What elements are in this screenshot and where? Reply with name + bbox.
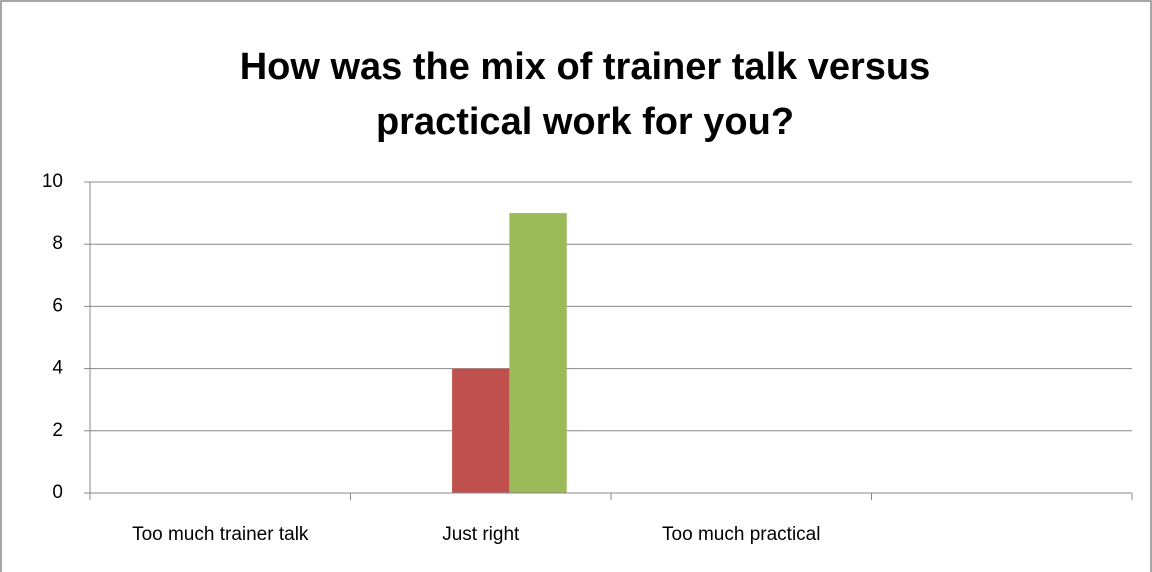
chart-title: How was the mix of trainer talk versus p… xyxy=(239,46,931,143)
y-tick-label: 2 xyxy=(52,420,63,441)
y-tick-label: 4 xyxy=(52,358,63,379)
y-tick-label: 0 xyxy=(52,482,63,503)
y-tick-label: 10 xyxy=(42,171,63,192)
y-tick-label: 6 xyxy=(52,295,63,316)
x-tick-label: Too much trainer talk xyxy=(132,524,309,545)
bar xyxy=(509,213,567,493)
y-tick-label: 8 xyxy=(52,233,63,254)
bar xyxy=(452,368,510,493)
x-tick-label: Just right xyxy=(442,524,520,545)
x-tick-label: Too much practical xyxy=(662,524,820,545)
